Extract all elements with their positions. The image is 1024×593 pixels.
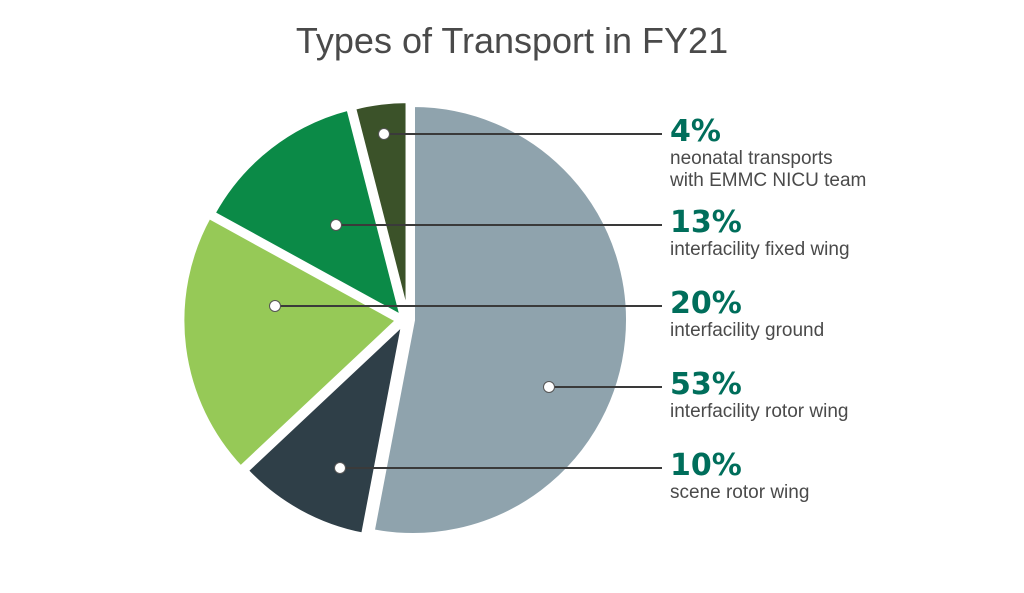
legend-percent: 13% bbox=[670, 205, 742, 240]
legend-percent: 20% bbox=[670, 286, 742, 321]
legend-label: interfacility rotor wing bbox=[670, 401, 849, 422]
legend-entry: 10% scene rotor wing bbox=[670, 450, 809, 504]
pie-slice-interfacility-rotor-wing bbox=[370, 102, 630, 537]
chart-title: Types of Transport in FY21 bbox=[295, 20, 729, 61]
legend-label: interfacility ground bbox=[670, 320, 825, 341]
pie-slice-interfacility-fixed-wing bbox=[210, 106, 405, 321]
legend-label: interfacility fixed wing bbox=[670, 239, 850, 260]
slice-marker-dot bbox=[330, 219, 342, 231]
legend-entry: 13% interfacility fixed wing bbox=[670, 207, 850, 261]
pie-slice-neonatal-transports-with-emmc-nicu-team bbox=[351, 99, 410, 317]
legend-percent: 4% bbox=[670, 114, 721, 149]
slice-marker-dot bbox=[378, 128, 390, 140]
legend-label: neonatal transports with EMMC NICU team bbox=[670, 148, 867, 191]
slice-marker-dot bbox=[334, 462, 346, 474]
slice-marker-dot bbox=[269, 300, 281, 312]
legend-entry: 53% interfacility rotor wing bbox=[670, 369, 848, 423]
slice-marker-dot bbox=[543, 381, 555, 393]
pie-slice-scene-rotor-wing bbox=[243, 317, 407, 537]
pie-slice-interfacility-ground bbox=[180, 214, 401, 471]
legend-label: scene rotor wing bbox=[670, 482, 810, 503]
legend-entry: 4% neonatal transports with EMMC NICU tea… bbox=[670, 116, 870, 192]
legend-entry: 20% interfacility ground bbox=[670, 288, 824, 342]
legend-percent: 10% bbox=[670, 448, 742, 483]
legend-percent: 53% bbox=[670, 367, 742, 402]
